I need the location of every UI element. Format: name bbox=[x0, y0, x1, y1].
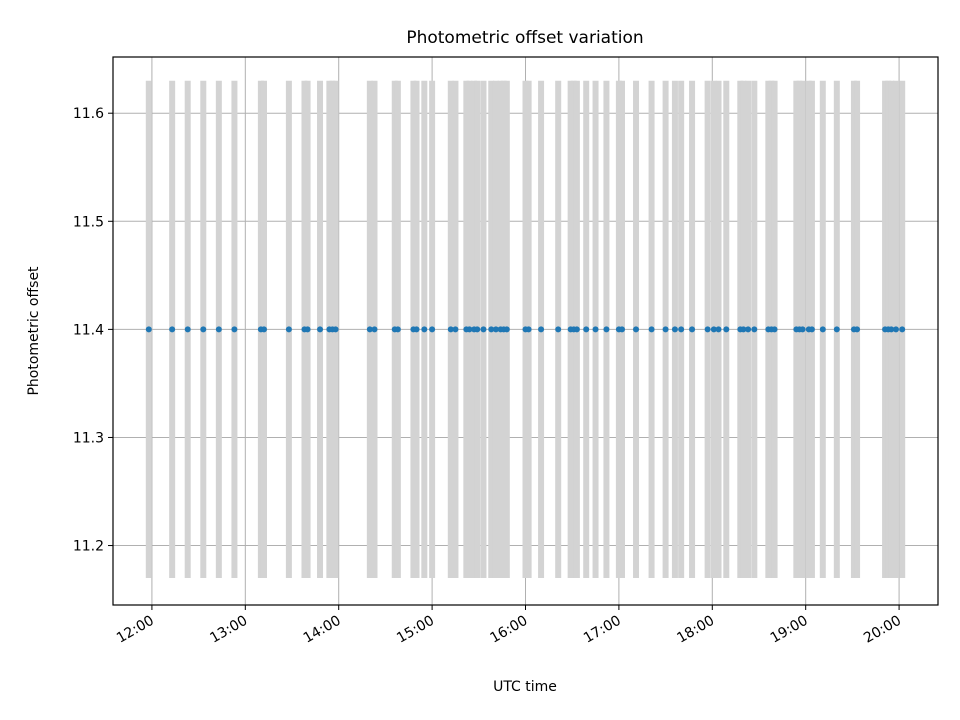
x-tick-label: 16:00 bbox=[488, 613, 531, 647]
data-point bbox=[671, 326, 678, 333]
data-point bbox=[366, 326, 373, 333]
data-point bbox=[466, 326, 473, 333]
y-axis-label: Photometric offset bbox=[26, 266, 42, 396]
x-axis: 12:00 13:00 14:00 15:00 16:00 17:00 18:00 19:00… bbox=[114, 605, 904, 647]
y-tick-label: 11.6 bbox=[73, 106, 104, 122]
x-axis-label: UTC time bbox=[493, 679, 557, 695]
data-point bbox=[394, 326, 401, 333]
data-point bbox=[413, 326, 420, 333]
data-point bbox=[715, 326, 722, 333]
y-axis: 11.2 11.3 11.4 11.5 11.6 bbox=[73, 106, 113, 555]
data-point bbox=[145, 326, 152, 333]
data-point bbox=[480, 326, 487, 333]
x-tick-label: 15:00 bbox=[394, 613, 437, 647]
data-point bbox=[751, 326, 758, 333]
data-point bbox=[833, 326, 840, 333]
data-point bbox=[525, 326, 532, 333]
x-tick-label: 17:00 bbox=[581, 613, 624, 647]
data-point bbox=[819, 326, 826, 333]
data-point bbox=[169, 326, 176, 333]
data-point bbox=[474, 326, 481, 333]
data-point bbox=[899, 326, 906, 333]
data-point bbox=[429, 326, 436, 333]
data-point bbox=[583, 326, 590, 333]
data-point bbox=[447, 326, 454, 333]
x-tick-label: 14:00 bbox=[301, 613, 344, 647]
data-point bbox=[704, 326, 711, 333]
data-point bbox=[200, 326, 207, 333]
data-point bbox=[573, 326, 580, 333]
data-point bbox=[740, 326, 747, 333]
data-point bbox=[745, 326, 752, 333]
data-point bbox=[317, 326, 324, 333]
data-point bbox=[892, 326, 899, 333]
data-point bbox=[771, 326, 778, 333]
data-point bbox=[332, 326, 339, 333]
data-point bbox=[648, 326, 655, 333]
x-tick-label: 19:00 bbox=[768, 613, 811, 647]
y-tick-label: 11.5 bbox=[73, 214, 104, 230]
data-point bbox=[619, 326, 626, 333]
data-point bbox=[689, 326, 696, 333]
x-tick-label: 13:00 bbox=[207, 613, 250, 647]
data-point bbox=[452, 326, 459, 333]
data-point bbox=[710, 326, 717, 333]
y-tick-label: 11.3 bbox=[73, 430, 104, 446]
data-point bbox=[799, 326, 806, 333]
data-point bbox=[304, 326, 311, 333]
data-point bbox=[555, 326, 562, 333]
data-point bbox=[808, 326, 815, 333]
data-point bbox=[503, 326, 510, 333]
data-point bbox=[421, 326, 428, 333]
data-point bbox=[260, 326, 267, 333]
data-points bbox=[145, 326, 906, 333]
data-point bbox=[662, 326, 669, 333]
data-point bbox=[592, 326, 599, 333]
data-point bbox=[215, 326, 222, 333]
data-point bbox=[723, 326, 730, 333]
data-point bbox=[285, 326, 292, 333]
data-point bbox=[184, 326, 191, 333]
data-point bbox=[603, 326, 610, 333]
data-point bbox=[488, 326, 495, 333]
data-point bbox=[492, 326, 499, 333]
data-point bbox=[678, 326, 685, 333]
x-tick-label: 18:00 bbox=[674, 613, 717, 647]
data-point bbox=[854, 326, 861, 333]
data-point bbox=[633, 326, 640, 333]
data-point bbox=[231, 326, 238, 333]
data-point bbox=[888, 326, 895, 333]
x-tick-label: 12:00 bbox=[114, 613, 157, 647]
chart-title: Photometric offset variation bbox=[406, 28, 643, 48]
y-tick-label: 11.2 bbox=[73, 539, 104, 555]
x-tick-label: 20:00 bbox=[861, 613, 904, 647]
data-point bbox=[538, 326, 545, 333]
y-tick-label: 11.4 bbox=[73, 322, 104, 338]
data-point bbox=[371, 326, 378, 333]
